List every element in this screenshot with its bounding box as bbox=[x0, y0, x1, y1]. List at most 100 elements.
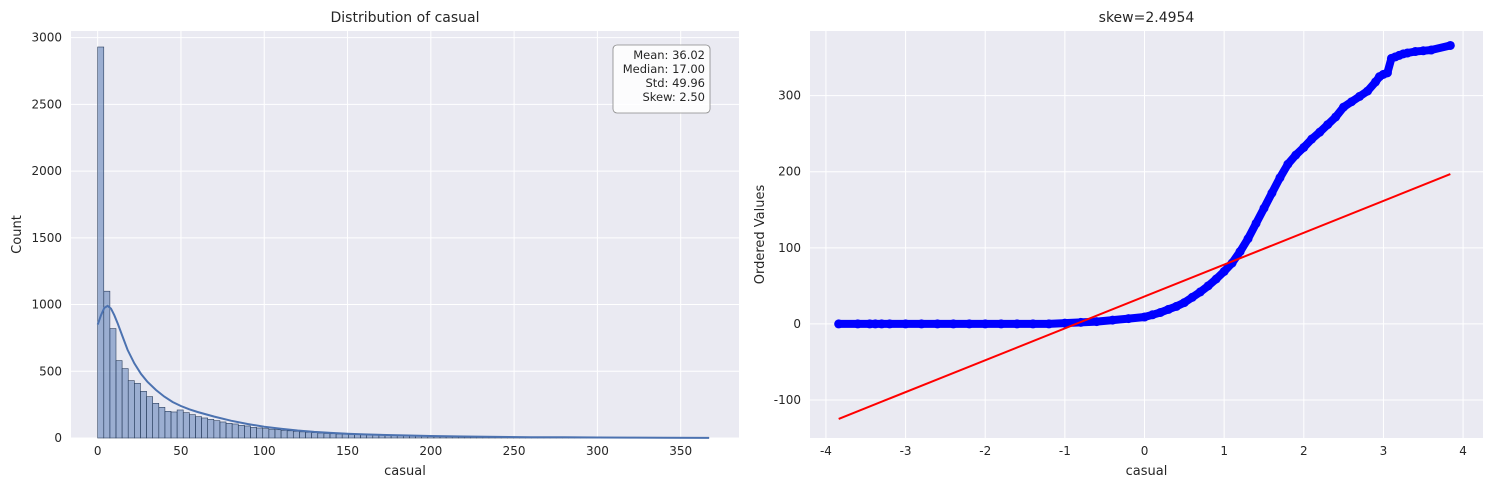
stats-median: Median: 17.00 bbox=[623, 62, 705, 76]
x-tick-label: 200 bbox=[419, 444, 442, 458]
ordered-value-point bbox=[1402, 48, 1412, 58]
y-tick-label: 300 bbox=[778, 89, 801, 103]
ordered-value-point bbox=[1179, 298, 1189, 308]
ordered-value-point bbox=[1235, 247, 1245, 257]
ordered-value-point bbox=[1251, 218, 1261, 228]
x-tick-label: 4 bbox=[1459, 444, 1467, 458]
ordered-value-point bbox=[1155, 307, 1165, 317]
histogram-bar bbox=[164, 411, 172, 439]
histogram-bar bbox=[189, 414, 196, 439]
ordered-value-point bbox=[1445, 40, 1455, 50]
ordered-value-point bbox=[1092, 317, 1102, 327]
histogram-bar bbox=[262, 428, 270, 439]
histogram-panel: 0 50 100 150 200 250 300 350 0 500 1000 1500 2000 25… bbox=[10, 10, 739, 479]
x-tick-label: 3 bbox=[1380, 444, 1388, 458]
histogram-bar bbox=[286, 430, 294, 439]
histogram-bar bbox=[121, 368, 129, 439]
probability-x-axis-label: casual bbox=[1126, 464, 1168, 479]
x-tick-label: 0 bbox=[94, 444, 102, 458]
histogram-bar bbox=[134, 382, 141, 439]
x-tick-label: 100 bbox=[253, 444, 276, 458]
ordered-value-point bbox=[932, 319, 942, 329]
ordered-value-point bbox=[885, 319, 895, 329]
stats-box: Mean: 36.02 Median: 17.00 Std: 49.96 Ske… bbox=[612, 44, 711, 114]
ordered-value-point bbox=[1243, 234, 1253, 244]
histogram-x-axis-label: casual bbox=[384, 464, 426, 479]
ordered-value-point bbox=[1259, 203, 1269, 213]
ordered-value-point bbox=[1410, 47, 1420, 57]
probability-plot-panel: -4 -3 -2 -1 0 1 2 3 4 -100 0 100 200 300 skew=2.4954… bbox=[753, 10, 1483, 479]
y-tick-label: 2000 bbox=[31, 164, 62, 178]
histogram-bar bbox=[274, 429, 282, 439]
ordered-value-point bbox=[834, 319, 844, 329]
x-tick-label: 350 bbox=[669, 444, 692, 458]
ordered-value-point bbox=[1347, 97, 1357, 107]
histogram-bar bbox=[268, 428, 276, 439]
ordered-value-point bbox=[917, 319, 927, 329]
histogram-bar bbox=[158, 407, 166, 439]
ordered-value-point bbox=[1418, 46, 1428, 56]
ordered-value-point bbox=[1283, 159, 1293, 169]
ordered-value-point bbox=[877, 319, 887, 329]
ordered-value-point bbox=[1108, 315, 1118, 325]
probability-title: skew=2.4954 bbox=[1099, 10, 1195, 26]
ordered-value-point bbox=[1267, 188, 1277, 198]
histogram-bar bbox=[231, 423, 239, 439]
x-tick-label: 150 bbox=[336, 444, 359, 458]
histogram-bar bbox=[299, 431, 306, 439]
histogram-bar bbox=[250, 427, 257, 439]
ordered-value-point bbox=[1363, 86, 1373, 96]
histogram-bar bbox=[311, 432, 319, 439]
histogram-bar bbox=[219, 421, 227, 439]
probability-y-ticks: -100 0 100 200 300 bbox=[774, 89, 801, 407]
x-tick-label: -3 bbox=[900, 444, 912, 458]
ordered-value-point bbox=[1187, 292, 1197, 302]
ordered-value-point bbox=[1044, 319, 1054, 329]
histogram-bar bbox=[146, 396, 153, 439]
y-tick-label: 500 bbox=[39, 364, 62, 378]
ordered-value-point bbox=[1219, 266, 1229, 276]
x-tick-label: -4 bbox=[820, 444, 832, 458]
probability-plot-area bbox=[810, 31, 1483, 438]
probability-x-ticks: -4 -3 -2 -1 0 1 2 3 4 bbox=[820, 444, 1467, 458]
histogram-bar bbox=[176, 409, 184, 439]
histogram-bar bbox=[195, 416, 202, 439]
ordered-value-point bbox=[1315, 127, 1325, 137]
ordered-value-point bbox=[1163, 304, 1173, 314]
histogram-bar bbox=[292, 431, 300, 439]
y-tick-label: 200 bbox=[778, 165, 801, 179]
x-tick-label: 2 bbox=[1300, 444, 1308, 458]
histogram-bar bbox=[103, 290, 111, 439]
ordered-value-point bbox=[1291, 150, 1301, 160]
ordered-value-point bbox=[1124, 314, 1134, 324]
ordered-value-point bbox=[1147, 310, 1157, 320]
histogram-bar bbox=[237, 425, 245, 439]
histogram-bar bbox=[335, 433, 343, 439]
stats-skew: Skew: 2.50 bbox=[642, 90, 705, 104]
y-tick-label: 100 bbox=[778, 241, 801, 255]
ordered-value-point bbox=[1275, 173, 1285, 183]
ordered-value-point bbox=[1171, 301, 1181, 311]
ordered-value-point bbox=[1060, 318, 1070, 328]
histogram-bar bbox=[170, 411, 178, 439]
stats-mean: Mean: 36.02 bbox=[633, 48, 705, 62]
ordered-value-point bbox=[1140, 312, 1150, 322]
ordered-value-point bbox=[1299, 142, 1309, 152]
ordered-value-point bbox=[1307, 134, 1317, 144]
histogram-bar bbox=[323, 433, 331, 439]
x-tick-label: -2 bbox=[979, 444, 991, 458]
x-tick-label: -1 bbox=[1059, 444, 1071, 458]
histogram-bar bbox=[127, 380, 135, 439]
histogram-bar bbox=[97, 46, 105, 439]
ordered-value-point bbox=[901, 319, 911, 329]
ordered-value-point bbox=[996, 319, 1006, 329]
histogram-bar bbox=[201, 417, 208, 439]
y-tick-label: 0 bbox=[54, 431, 62, 445]
ordered-value-point bbox=[853, 319, 863, 329]
probability-y-axis-label: Ordered Values bbox=[753, 185, 768, 285]
histogram-bar bbox=[329, 433, 337, 439]
ordered-value-point bbox=[870, 319, 880, 329]
histogram-bar bbox=[207, 419, 215, 439]
y-tick-label: 0 bbox=[793, 317, 801, 331]
